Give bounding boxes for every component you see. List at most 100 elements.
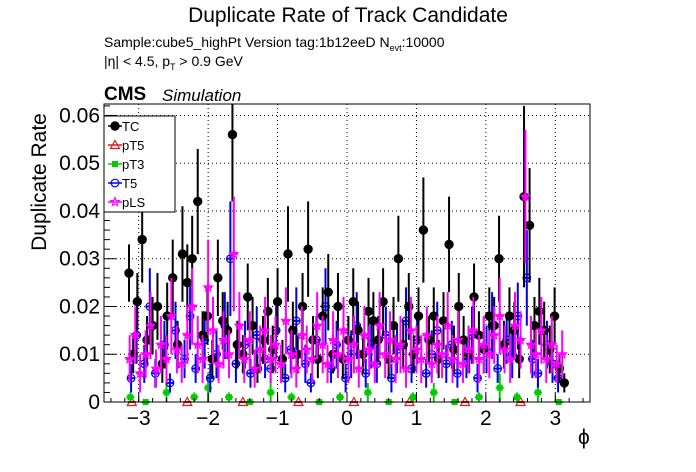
data-point <box>275 357 287 369</box>
data-point <box>467 324 480 336</box>
data-point <box>394 338 407 350</box>
data-point <box>379 348 391 360</box>
data-point <box>431 338 444 350</box>
data-point <box>283 249 293 259</box>
data-point <box>496 384 503 391</box>
legend: TC pT5 pT3 T5 pLS <box>103 115 176 213</box>
legend-entry: pT3 <box>122 157 144 172</box>
data-point <box>259 324 271 336</box>
cut-info: |η| < 4.5, pT > 0.9 GeV <box>104 53 243 72</box>
data-point <box>165 309 178 321</box>
data-point <box>332 348 344 360</box>
data-point <box>177 249 188 259</box>
data-point <box>418 225 429 235</box>
data-point <box>144 319 157 331</box>
data-point <box>124 268 134 278</box>
x-tick-label: 3 <box>549 407 561 430</box>
data-point <box>530 348 542 360</box>
data-point <box>160 352 173 364</box>
x-axis-label: ϕ <box>578 426 590 449</box>
data-point <box>400 362 412 374</box>
chart-title: Duplicate Rate of Track Candidate <box>188 4 508 27</box>
data-point <box>498 343 511 355</box>
data-point <box>191 394 198 401</box>
data-point <box>353 362 365 374</box>
y-tick-label: 0.06 <box>59 104 100 127</box>
data-point <box>269 338 282 350</box>
data-point <box>483 348 496 360</box>
data-point <box>550 357 563 369</box>
data-point <box>212 357 225 369</box>
data-point <box>155 338 167 350</box>
data-point <box>457 357 469 369</box>
data-point <box>473 352 485 364</box>
data-point <box>152 301 163 312</box>
data-point <box>342 352 355 364</box>
data-point <box>205 373 215 383</box>
data-point <box>415 352 428 364</box>
data-point <box>533 368 543 378</box>
data-point <box>441 319 454 331</box>
data-point <box>296 329 308 341</box>
data-point <box>175 357 188 369</box>
y-tick-label: 0.01 <box>59 343 100 366</box>
data-point <box>494 254 504 264</box>
data-point <box>134 367 146 379</box>
data-point <box>337 394 344 401</box>
pt-cut: > 0.9 GeV <box>175 53 243 69</box>
data-point <box>238 352 251 364</box>
data-point <box>191 338 204 350</box>
pt-subscript: T <box>170 61 176 72</box>
y-tick-label: 0.05 <box>59 152 100 175</box>
data-point <box>363 306 374 316</box>
data-point <box>452 333 464 345</box>
nevt-value: :10000 <box>401 34 445 50</box>
legend-entry: pLS <box>122 195 145 210</box>
data-point <box>373 335 383 345</box>
data-point <box>168 273 178 283</box>
data-point <box>444 239 454 250</box>
x-tick-label: −2 <box>196 407 220 430</box>
data-point <box>129 329 141 341</box>
data-point <box>217 333 230 345</box>
data-point <box>409 394 416 401</box>
data-point <box>290 362 303 374</box>
data-point <box>401 316 411 326</box>
data-point <box>504 352 516 364</box>
data-point <box>244 333 256 345</box>
data-point <box>186 300 198 312</box>
data-point <box>540 352 553 364</box>
legend-marker <box>112 161 118 167</box>
data-point <box>504 311 515 321</box>
data-point <box>139 348 152 360</box>
data-point <box>410 343 423 355</box>
data-point <box>193 196 203 207</box>
y-tick-label: 0.02 <box>59 295 100 318</box>
data-point <box>363 343 375 355</box>
x-tick-label: −3 <box>127 407 151 430</box>
data-point <box>534 389 541 396</box>
data-point <box>280 314 292 326</box>
data-point <box>311 319 323 331</box>
nevt-subscript: evt <box>389 42 402 53</box>
legend-entry: pT5 <box>122 138 144 153</box>
simulation-label: Simulation <box>162 86 242 105</box>
data-point <box>126 373 136 383</box>
data-point <box>323 287 333 297</box>
data-point <box>478 338 490 350</box>
data-point <box>373 319 386 331</box>
data-point <box>488 329 500 341</box>
data-point <box>384 333 396 345</box>
data-point <box>288 325 298 336</box>
data-point <box>227 129 238 140</box>
data-point <box>509 319 521 331</box>
data-point <box>348 338 360 350</box>
data-point <box>213 273 223 283</box>
data-point <box>473 373 482 383</box>
data-point <box>196 352 209 364</box>
data-point <box>369 357 381 369</box>
data-point <box>264 352 277 364</box>
data-point <box>316 338 329 350</box>
data-point <box>405 324 417 336</box>
data-point <box>254 343 266 355</box>
